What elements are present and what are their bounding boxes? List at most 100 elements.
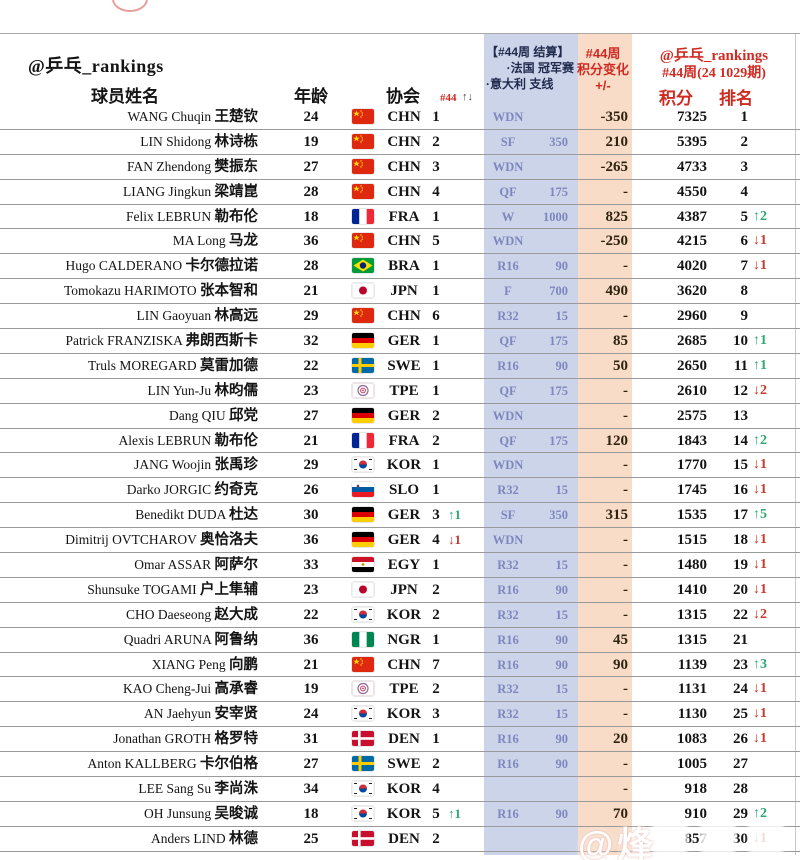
world-rank-move: ↓1 bbox=[753, 681, 767, 697]
player-name: Dang QIU 邱党 bbox=[0, 404, 258, 428]
player-name-latin: Hugo CALDERANO bbox=[65, 258, 186, 274]
flag-kor-icon bbox=[352, 457, 378, 473]
total-points: 4733 bbox=[677, 158, 707, 175]
player-name-latin: KAO Cheng-Jui bbox=[123, 681, 215, 697]
points-change-value: - bbox=[623, 606, 628, 623]
total-points: 1410 bbox=[677, 581, 707, 598]
flag-den-icon bbox=[352, 830, 378, 847]
event-result-code: F bbox=[504, 284, 512, 299]
association-code: FRA bbox=[388, 432, 420, 449]
player-name-chinese: 邱党 bbox=[229, 407, 258, 424]
total-points: 2575 bbox=[677, 407, 707, 424]
points-change-value: - bbox=[623, 482, 628, 499]
total-points: 1005 bbox=[677, 756, 707, 773]
column-header-association-week: #44 bbox=[440, 92, 457, 104]
player-name: CHO Daeseong 赵大成 bbox=[0, 603, 258, 627]
player-name: FAN Zhendong 樊振东 bbox=[0, 155, 258, 179]
association-code: SWE bbox=[387, 756, 421, 773]
player-age: 19 bbox=[303, 681, 319, 698]
world-rank: 25 bbox=[733, 706, 748, 723]
player-row: XIANG Peng 向鹏 21 CHN 7 R16 90 90 1139 23 ↑3 bbox=[0, 653, 800, 678]
world-rank-move: ↑2 bbox=[753, 432, 767, 448]
event-result-code: R16 bbox=[497, 657, 519, 672]
player-name: MA Long 马龙 bbox=[0, 229, 258, 253]
association-rank-number: 1 bbox=[432, 482, 440, 499]
world-rank: 17 bbox=[733, 507, 748, 524]
column-header-rank: 排名 bbox=[719, 89, 753, 108]
player-name-chinese: 杜达 bbox=[229, 507, 258, 524]
event-result-code: R32 bbox=[497, 483, 519, 498]
total-points: 3620 bbox=[677, 283, 707, 300]
association-code: CHN bbox=[387, 656, 421, 673]
points-change-column-band bbox=[578, 34, 632, 855]
total-points: 4387 bbox=[677, 208, 707, 225]
player-row: Hugo CALDERANO 卡尔德拉诺 28 BRA 1 R16 90 - 4020 7 ↓1 bbox=[0, 254, 800, 280]
flag-tpe-icon bbox=[352, 382, 378, 399]
total-points: 1315 bbox=[677, 606, 707, 623]
points-change-value: - bbox=[623, 407, 628, 424]
world-rank: 2 bbox=[740, 133, 749, 150]
points-change-value: - bbox=[623, 457, 628, 474]
player-name: LEE Sang Su 李尚洙 bbox=[0, 777, 258, 801]
player-row: AN Jaehyun 安宰贤 24 KOR 3 R32 15 - 1130 25 ↓1 bbox=[0, 702, 800, 728]
association-rank-number: 1 bbox=[432, 457, 440, 474]
association-rank-number: 3 bbox=[432, 507, 440, 524]
player-age: 30 bbox=[303, 507, 319, 524]
player-name-latin: LIN Yun-Ju bbox=[147, 382, 215, 398]
association-code: SLO bbox=[388, 482, 419, 499]
player-name-chinese: 赵大成 bbox=[214, 606, 259, 623]
column-header-points-change: #44周 积分变化 +/- bbox=[572, 46, 634, 94]
association-code: CHN bbox=[387, 183, 421, 200]
player-age: 22 bbox=[303, 606, 319, 623]
points-change-value: -250 bbox=[600, 233, 629, 250]
player-row: LEE Sang Su 李尚洙 34 KOR 4 - 918 28 bbox=[0, 777, 800, 802]
event-result-code: QF bbox=[499, 433, 517, 448]
player-name-latin: MA Long bbox=[172, 233, 229, 249]
player-name: AN Jaehyun 安宰贤 bbox=[0, 702, 258, 726]
association-rank-move: ↑1 bbox=[448, 805, 461, 821]
points-change-value: - bbox=[623, 308, 628, 325]
world-rank: 5 bbox=[740, 208, 749, 225]
player-name-chinese: 李尚洙 bbox=[214, 781, 259, 798]
association-rank-number: 2 bbox=[432, 581, 440, 598]
world-rank-move: ↑5 bbox=[753, 507, 767, 523]
association-code: KOR bbox=[386, 706, 422, 723]
flag-chn-icon bbox=[352, 183, 378, 200]
event-result-points bbox=[530, 453, 568, 477]
world-rank-move: ↓1 bbox=[753, 457, 767, 473]
association-rank-number: 1 bbox=[432, 109, 440, 125]
world-rank: 19 bbox=[733, 557, 748, 574]
flag-ger-icon bbox=[352, 507, 378, 523]
player-name: Darko JORGIC 约奇克 bbox=[0, 478, 258, 502]
world-rank-move: ↓1 bbox=[753, 731, 767, 747]
world-rank: 20 bbox=[733, 581, 748, 598]
flag-egy-icon bbox=[352, 557, 378, 573]
player-name-latin: Dang QIU bbox=[169, 407, 229, 423]
association-code: JPN bbox=[390, 283, 418, 300]
player-name-latin: Felix LEBRUN bbox=[125, 208, 215, 224]
points-change-value: - bbox=[623, 532, 628, 549]
column-header-points: 积分 bbox=[659, 89, 693, 108]
association-rank-number: 2 bbox=[432, 756, 440, 773]
event-result-points: 350 bbox=[549, 134, 568, 149]
player-name-latin: Benedikt DUDA bbox=[135, 507, 229, 523]
player-name-chinese: 张禹珍 bbox=[214, 457, 259, 474]
flag-kor-icon bbox=[352, 781, 378, 797]
player-name: OH Junsung 吴晙诚 bbox=[0, 802, 258, 826]
flag-ger-icon bbox=[352, 532, 378, 548]
player-row: OH Junsung 吴晙诚 18 KOR 5 ↑1 R16 90 70 910 29 ↑2 bbox=[0, 802, 800, 827]
player-age: 29 bbox=[303, 308, 319, 325]
event-result-code: QF bbox=[499, 334, 517, 349]
association-rank-number: 1 bbox=[432, 382, 440, 399]
association-code: KOR bbox=[386, 781, 422, 798]
total-points: 1770 bbox=[677, 457, 707, 474]
event-result-code: R16 bbox=[497, 757, 519, 772]
association-rank-number: 2 bbox=[432, 606, 440, 623]
player-row: Alexis LEBRUN 勒布伦 21 FRA 2 QF 175 120 1843 14 ↑2 bbox=[0, 429, 800, 454]
points-change-value: - bbox=[623, 183, 628, 200]
association-code: CHN bbox=[387, 308, 421, 325]
player-row: Dang QIU 邱党 27 GER 2 WDN - 2575 13 bbox=[0, 404, 800, 429]
event-result-points: 90 bbox=[555, 757, 569, 772]
world-rank-move: ↓1 bbox=[753, 581, 767, 597]
player-age: 33 bbox=[303, 557, 319, 574]
